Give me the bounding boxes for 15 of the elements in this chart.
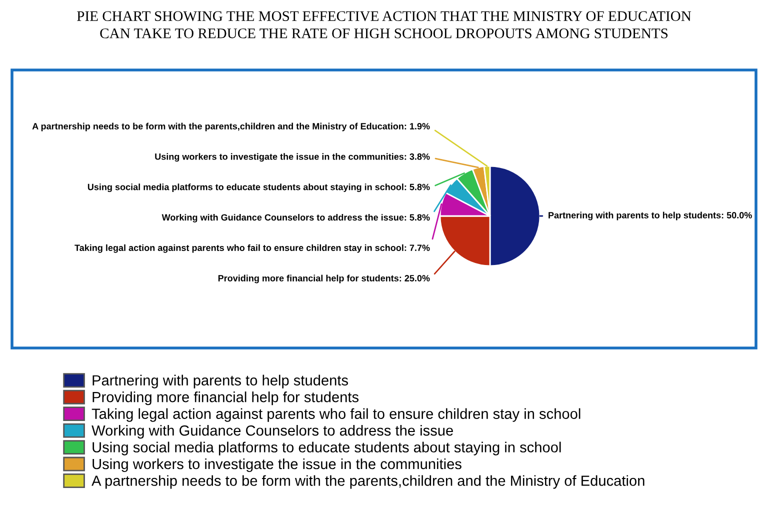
data-label: Taking legal action against parents who fail to ensure children stay in school: 7.7% [74,244,430,253]
legend-label: Using social media platforms to educate students about staying in school [92,442,561,456]
data-label: Using workers to investigate the issue in the communities: 3.8% [155,153,430,162]
chart-title: PIE CHART SHOWING THE MOST EFFECTIVE ACTION THAT THE MINISTRY OF EDUCATION CAN TAKE TO REDUCE THE RATE OF HIGH SCHOOL DROPOUTS AMONG STUDENTS [77,11,692,38]
legend-label: A partnership needs to be form with the parents,children and the Ministry of Education [92,475,644,489]
data-label: Partnering with parents to help students: 50.0% [548,212,752,220]
data-label: Providing more financial help for students: 25.0% [218,274,430,284]
legend-label: Taking legal action against parents who fail to ensure children stay in school [92,408,580,422]
data-label: Using social media platforms to educate students about staying in school: 5.8% [88,184,430,192]
data-label: Working with Guidance Counselors to address the issue: 5.8% [162,214,430,222]
legend-label: Working with Guidance Counselors to address the issue [92,424,453,439]
legend-label: Partnering with parents to help students [92,374,348,388]
data-label: A partnership needs to be form with the parents,children and the Ministry of Education: 1.9% [32,122,430,132]
legend-label: Providing more financial help for students [92,392,359,406]
legend-label: Using workers to investigate the issue in the communities [92,458,462,472]
